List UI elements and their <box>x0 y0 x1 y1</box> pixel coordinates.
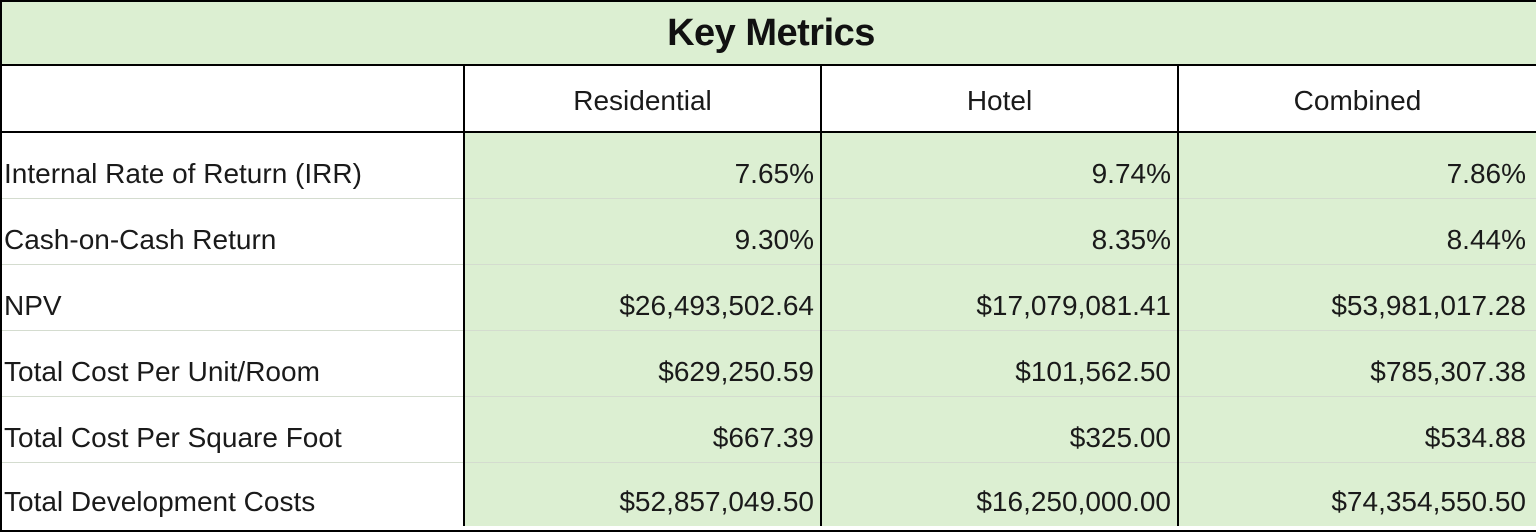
row-label-cost-per-unit[interactable]: Total Cost Per Unit/Room <box>2 330 464 397</box>
table-row: Total Development Costs $52,857,049.50 $… <box>2 462 1536 526</box>
table-title: Key Metrics <box>667 11 875 54</box>
header-cell-hotel[interactable]: Hotel <box>820 66 1178 133</box>
cell-irr-hotel[interactable]: 9.74% <box>820 132 1178 199</box>
cell-npv-combined[interactable]: $53,981,017.28 <box>1177 264 1536 331</box>
header-cell-blank[interactable] <box>2 66 464 133</box>
row-label-total-dev-costs[interactable]: Total Development Costs <box>2 462 464 526</box>
cell-tdc-hotel[interactable]: $16,250,000.00 <box>820 462 1178 526</box>
cell-npv-hotel[interactable]: $17,079,081.41 <box>820 264 1178 331</box>
row-label-cost-per-sqft[interactable]: Total Cost Per Square Foot <box>2 396 464 463</box>
table-row: Cash-on-Cash Return 9.30% 8.35% 8.44% <box>2 198 1536 265</box>
cell-cpu-combined[interactable]: $785,307.38 <box>1177 330 1536 397</box>
table-row: NPV $26,493,502.64 $17,079,081.41 $53,98… <box>2 264 1536 331</box>
row-label-irr[interactable]: Internal Rate of Return (IRR) <box>2 132 464 199</box>
cell-tdc-residential[interactable]: $52,857,049.50 <box>463 462 821 526</box>
row-label-cash-on-cash[interactable]: Cash-on-Cash Return <box>2 198 464 265</box>
header-cell-combined[interactable]: Combined <box>1177 66 1536 133</box>
cell-cpu-hotel[interactable]: $101,562.50 <box>820 330 1178 397</box>
cell-tdc-combined[interactable]: $74,354,550.50 <box>1177 462 1536 526</box>
header-cell-residential[interactable]: Residential <box>463 66 821 133</box>
title-banner: Key Metrics <box>2 2 1536 66</box>
table-row: Total Cost Per Unit/Room $629,250.59 $10… <box>2 330 1536 397</box>
cell-cpu-residential[interactable]: $629,250.59 <box>463 330 821 397</box>
cell-irr-combined[interactable]: 7.86% <box>1177 132 1536 199</box>
table-row: Total Cost Per Square Foot $667.39 $325.… <box>2 396 1536 463</box>
row-label-npv[interactable]: NPV <box>2 264 464 331</box>
cell-coc-residential[interactable]: 9.30% <box>463 198 821 265</box>
cell-cpsf-hotel[interactable]: $325.00 <box>820 396 1178 463</box>
cell-coc-combined[interactable]: 8.44% <box>1177 198 1536 265</box>
metrics-table: Residential Hotel Combined Internal Rate… <box>2 66 1536 526</box>
table-row: Internal Rate of Return (IRR) 7.65% 9.74… <box>2 132 1536 199</box>
cell-cpsf-combined[interactable]: $534.88 <box>1177 396 1536 463</box>
cell-cpsf-residential[interactable]: $667.39 <box>463 396 821 463</box>
cell-coc-hotel[interactable]: 8.35% <box>820 198 1178 265</box>
header-row: Residential Hotel Combined <box>2 66 1536 133</box>
cell-irr-residential[interactable]: 7.65% <box>463 132 821 199</box>
cell-npv-residential[interactable]: $26,493,502.64 <box>463 264 821 331</box>
